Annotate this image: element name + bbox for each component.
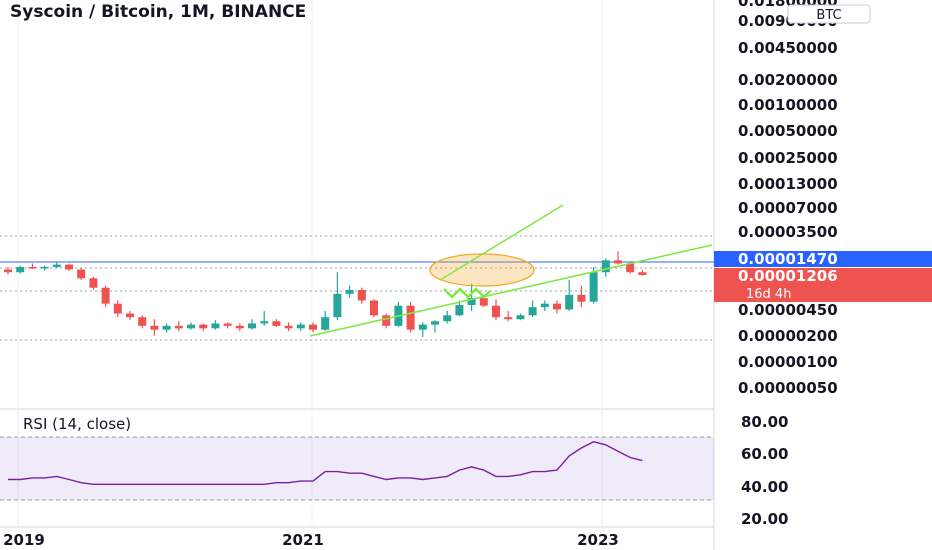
support-trendline — [309, 244, 713, 337]
candle — [235, 325, 244, 329]
currency-badge — [787, 4, 871, 24]
x-tick-label: 2019 — [3, 531, 45, 549]
candle — [89, 278, 98, 288]
candle — [418, 324, 427, 330]
candle — [40, 266, 49, 269]
candle — [467, 298, 476, 306]
candle — [357, 289, 366, 301]
candle — [370, 300, 378, 316]
candle — [162, 325, 171, 330]
y-tick-label: 0.00200000 — [738, 71, 838, 89]
candle — [272, 321, 281, 326]
candle — [101, 287, 110, 304]
wave-marker — [443, 287, 491, 299]
candle — [528, 307, 537, 316]
y-tick-label: 0.00050000 — [738, 122, 838, 140]
y-tick-label: 0.01800000 — [738, 0, 838, 10]
projection-trendline — [439, 204, 564, 281]
rsi-tick-label: 20.00 — [741, 510, 788, 528]
candle — [589, 272, 598, 302]
candle — [553, 303, 561, 310]
candle — [333, 293, 342, 318]
y-tick-label: 0.00450000 — [738, 39, 838, 57]
candle — [431, 321, 439, 325]
candle — [345, 289, 354, 294]
candle — [211, 323, 220, 329]
candle — [150, 325, 159, 330]
y-tick-label: 0.00100000 — [738, 96, 838, 114]
candle — [565, 294, 574, 310]
y-tick-label: 0.00000100 — [738, 353, 838, 371]
price-marker-bg — [714, 251, 932, 267]
price-marker-label: 0.00001470 — [738, 250, 838, 268]
candle — [406, 305, 415, 330]
candle — [601, 260, 610, 273]
countdown-bg — [714, 286, 932, 302]
candle — [479, 298, 488, 306]
price-marker-bg — [714, 268, 932, 286]
rsi-line — [8, 440, 643, 485]
candle — [77, 269, 86, 279]
x-tick-label: 2023 — [577, 531, 619, 549]
candle — [540, 303, 549, 308]
chart-title: Syscoin / Bitcoin, 1M, BINANCE — [10, 2, 307, 22]
y-tick-label: 0.00013000 — [738, 175, 838, 193]
candle — [296, 324, 305, 329]
currency-label: BTC — [816, 8, 841, 23]
rsi-band — [0, 437, 714, 500]
countdown-label: 16d 4h — [746, 287, 791, 302]
candle — [260, 321, 269, 324]
y-tick-label: 0.00025000 — [738, 149, 838, 167]
rsi-tick-label: 40.00 — [741, 478, 788, 496]
x-tick-label: 2021 — [282, 531, 324, 549]
candle — [248, 323, 256, 329]
rsi-tick-label: 80.00 — [741, 413, 788, 431]
candle — [577, 294, 586, 302]
candle — [223, 323, 232, 326]
y-tick-label: 0.00000050 — [738, 379, 838, 397]
candle — [614, 260, 622, 264]
candle — [199, 324, 208, 329]
candle — [138, 317, 147, 326]
candle — [52, 264, 61, 267]
y-tick-label: 0.00007000 — [738, 199, 838, 217]
rsi-tick-label: 60.00 — [741, 445, 788, 463]
candle — [28, 266, 37, 269]
candle — [492, 305, 500, 318]
candle — [382, 315, 391, 326]
candle — [187, 324, 195, 329]
y-tick-label: 0.00000450 — [738, 301, 838, 319]
candle — [65, 264, 73, 270]
candle — [626, 263, 635, 273]
candle — [516, 315, 525, 320]
candle — [321, 317, 330, 330]
candle — [455, 305, 464, 316]
candle — [113, 303, 122, 314]
candle — [309, 324, 317, 330]
candle — [638, 272, 647, 275]
candle — [443, 315, 452, 322]
y-tick-label: 0.00003500 — [738, 223, 838, 241]
candle — [16, 266, 25, 273]
candle — [504, 317, 513, 320]
candle — [284, 325, 293, 329]
candle — [4, 269, 12, 273]
price-marker-label: 0.00001206 — [738, 267, 838, 285]
rsi-label: RSI (14, close) — [23, 415, 132, 433]
y-tick-label: 0.00000200 — [738, 327, 838, 345]
highlight-ellipse — [429, 253, 535, 287]
candle — [174, 325, 183, 329]
candle — [126, 313, 134, 318]
